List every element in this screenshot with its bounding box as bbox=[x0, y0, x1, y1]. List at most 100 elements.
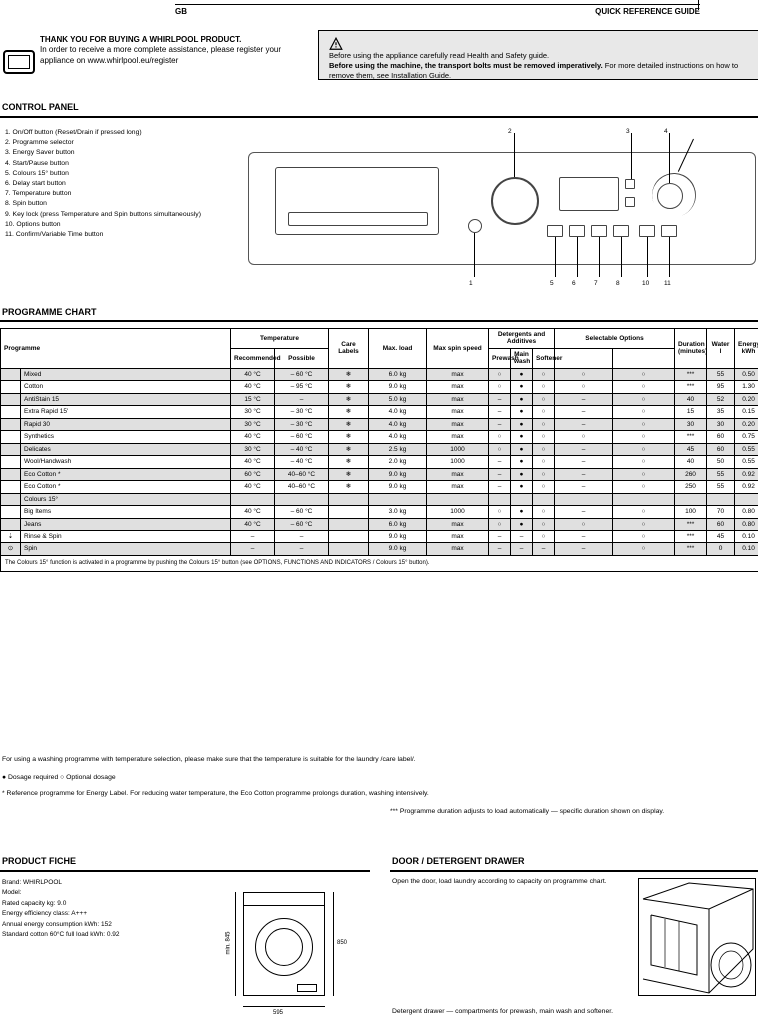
table-cell: ❄ bbox=[329, 443, 369, 455]
table-cell bbox=[329, 493, 369, 505]
table-row: AntiStain 1515 °C–❄5.0 kgmax–●○–○40520.2… bbox=[1, 393, 758, 405]
table-cell: Colours 15° bbox=[21, 493, 231, 505]
table-cell: 55 bbox=[707, 481, 735, 493]
table-cell: *** bbox=[675, 543, 707, 555]
table-cell: 6.0 kg bbox=[369, 518, 427, 530]
table-cell: 40 °C bbox=[231, 518, 275, 530]
leader-2 bbox=[514, 133, 515, 177]
table-cell: max bbox=[427, 431, 489, 443]
door-title: DOOR / DETERGENT DRAWER bbox=[392, 856, 525, 866]
callout-2: 2 bbox=[508, 128, 512, 135]
table-cell: 1000 bbox=[427, 443, 489, 455]
panel-btn-b5[interactable] bbox=[639, 225, 655, 237]
th-dur: Duration (minutes) bbox=[675, 329, 707, 369]
panel-onoff[interactable] bbox=[468, 219, 482, 233]
table-cell: 0.55 bbox=[735, 443, 758, 455]
table-cell: ○ bbox=[613, 456, 675, 468]
panel-btn-b1[interactable] bbox=[547, 225, 563, 237]
panel-btn-side2[interactable] bbox=[625, 197, 635, 207]
washer-diagram: 595 850 min. 845 bbox=[225, 880, 355, 1020]
callout-10: 10 bbox=[642, 280, 649, 287]
table-cell: 50 bbox=[707, 456, 735, 468]
table-cell: 4.0 kg bbox=[369, 418, 427, 430]
table-cell: 0.80 bbox=[735, 518, 758, 530]
panel-btn-b4[interactable] bbox=[613, 225, 629, 237]
table-cell bbox=[533, 493, 555, 505]
fiche-row: Annual energy consumption kWh: 152 bbox=[2, 920, 212, 930]
table-cell: ○ bbox=[533, 406, 555, 418]
table-cell bbox=[427, 493, 489, 505]
table-cell: ○ bbox=[613, 543, 675, 555]
leader-8 bbox=[621, 237, 622, 277]
panel-btn-side1[interactable] bbox=[625, 179, 635, 189]
table-cell: 0.75 bbox=[735, 431, 758, 443]
table-cell bbox=[275, 493, 329, 505]
table-cell: 40 °C bbox=[231, 456, 275, 468]
drawer-inset bbox=[638, 878, 756, 996]
table-cell bbox=[735, 493, 758, 505]
lbl-4: 4. Start/Pause button bbox=[5, 159, 243, 169]
panel-dial[interactable] bbox=[491, 177, 539, 225]
table-row: Wool/Handwash40 °C– 40 °C❄2.0 kg1000–●○–… bbox=[1, 456, 758, 468]
panel-btn-b2[interactable] bbox=[569, 225, 585, 237]
table-cell: Cotton bbox=[21, 381, 231, 393]
leader-10 bbox=[647, 237, 648, 277]
panel-btn-b3[interactable] bbox=[591, 225, 607, 237]
callout-7: 7 bbox=[594, 280, 598, 287]
dim-w bbox=[243, 1006, 325, 1007]
panel-arc bbox=[646, 167, 702, 223]
table-cell bbox=[555, 493, 613, 505]
table-cell: 0.55 bbox=[735, 456, 758, 468]
table-cell: – 60 °C bbox=[275, 431, 329, 443]
table-cell: 30 °C bbox=[231, 418, 275, 430]
table-cell: Jeans bbox=[21, 518, 231, 530]
table-cell: 40 °C bbox=[231, 368, 275, 380]
table-cell bbox=[707, 493, 735, 505]
table-row: ⊙Spin––9.0 kgmax––––○***00.10 bbox=[1, 543, 758, 555]
table-cell: Mixed bbox=[21, 368, 231, 380]
panel-btn-b6[interactable] bbox=[661, 225, 677, 237]
table-cell: – bbox=[489, 530, 511, 542]
table-cell: ○ bbox=[533, 468, 555, 480]
table-cell: – bbox=[489, 543, 511, 555]
table-cell: ○ bbox=[533, 506, 555, 518]
warn-t2: Before using the machine, the transport … bbox=[329, 61, 603, 70]
callout-5: 5 bbox=[550, 280, 554, 287]
table-cell: *** bbox=[675, 368, 707, 380]
table-cell: – 60 °C bbox=[275, 506, 329, 518]
th-o2 bbox=[613, 348, 675, 368]
table-cell: ❄ bbox=[329, 418, 369, 430]
table-cell: ● bbox=[511, 368, 533, 380]
table-cell: 0.20 bbox=[735, 418, 758, 430]
table-cell: ● bbox=[511, 518, 533, 530]
table-cell bbox=[1, 381, 21, 393]
sec-title-table: PROGRAMME CHART bbox=[2, 307, 97, 317]
table-row: Colours 15° bbox=[1, 493, 758, 505]
panel-label-list: 1. On/Off button (Reset/Drain if pressed… bbox=[5, 128, 243, 240]
fiche-row: Brand: WHIRLPOOL bbox=[2, 878, 212, 888]
table-cell: ○ bbox=[613, 381, 675, 393]
table-cell bbox=[1, 443, 21, 455]
th-rec: Recommended bbox=[231, 348, 275, 368]
table-cell: 40 °C bbox=[231, 431, 275, 443]
table-cell bbox=[613, 493, 675, 505]
sec-rule-table bbox=[0, 320, 758, 322]
table-cell: 0.92 bbox=[735, 468, 758, 480]
table-cell: ○ bbox=[555, 431, 613, 443]
table-cell: – bbox=[555, 443, 613, 455]
table-cell: max bbox=[427, 481, 489, 493]
table-cell: – bbox=[231, 530, 275, 542]
programme-table-wrap: Programme Temperature Care Labels Max. l… bbox=[0, 328, 758, 572]
dim-h bbox=[333, 892, 334, 996]
leader-5 bbox=[555, 237, 556, 277]
header-mark bbox=[698, 0, 699, 10]
table-cell: ⇣ bbox=[1, 530, 21, 542]
table-cell: 40 °C bbox=[231, 381, 275, 393]
panel-drawer-pull bbox=[288, 212, 428, 226]
programme-table: Programme Temperature Care Labels Max. l… bbox=[0, 328, 758, 572]
table-cell: ○ bbox=[489, 518, 511, 530]
th-det: Detergents and Additives bbox=[489, 329, 555, 349]
table-cell: 0.10 bbox=[735, 543, 758, 555]
note-1: For using a washing programme with tempe… bbox=[2, 756, 756, 765]
th-load: Max. load bbox=[369, 329, 427, 369]
